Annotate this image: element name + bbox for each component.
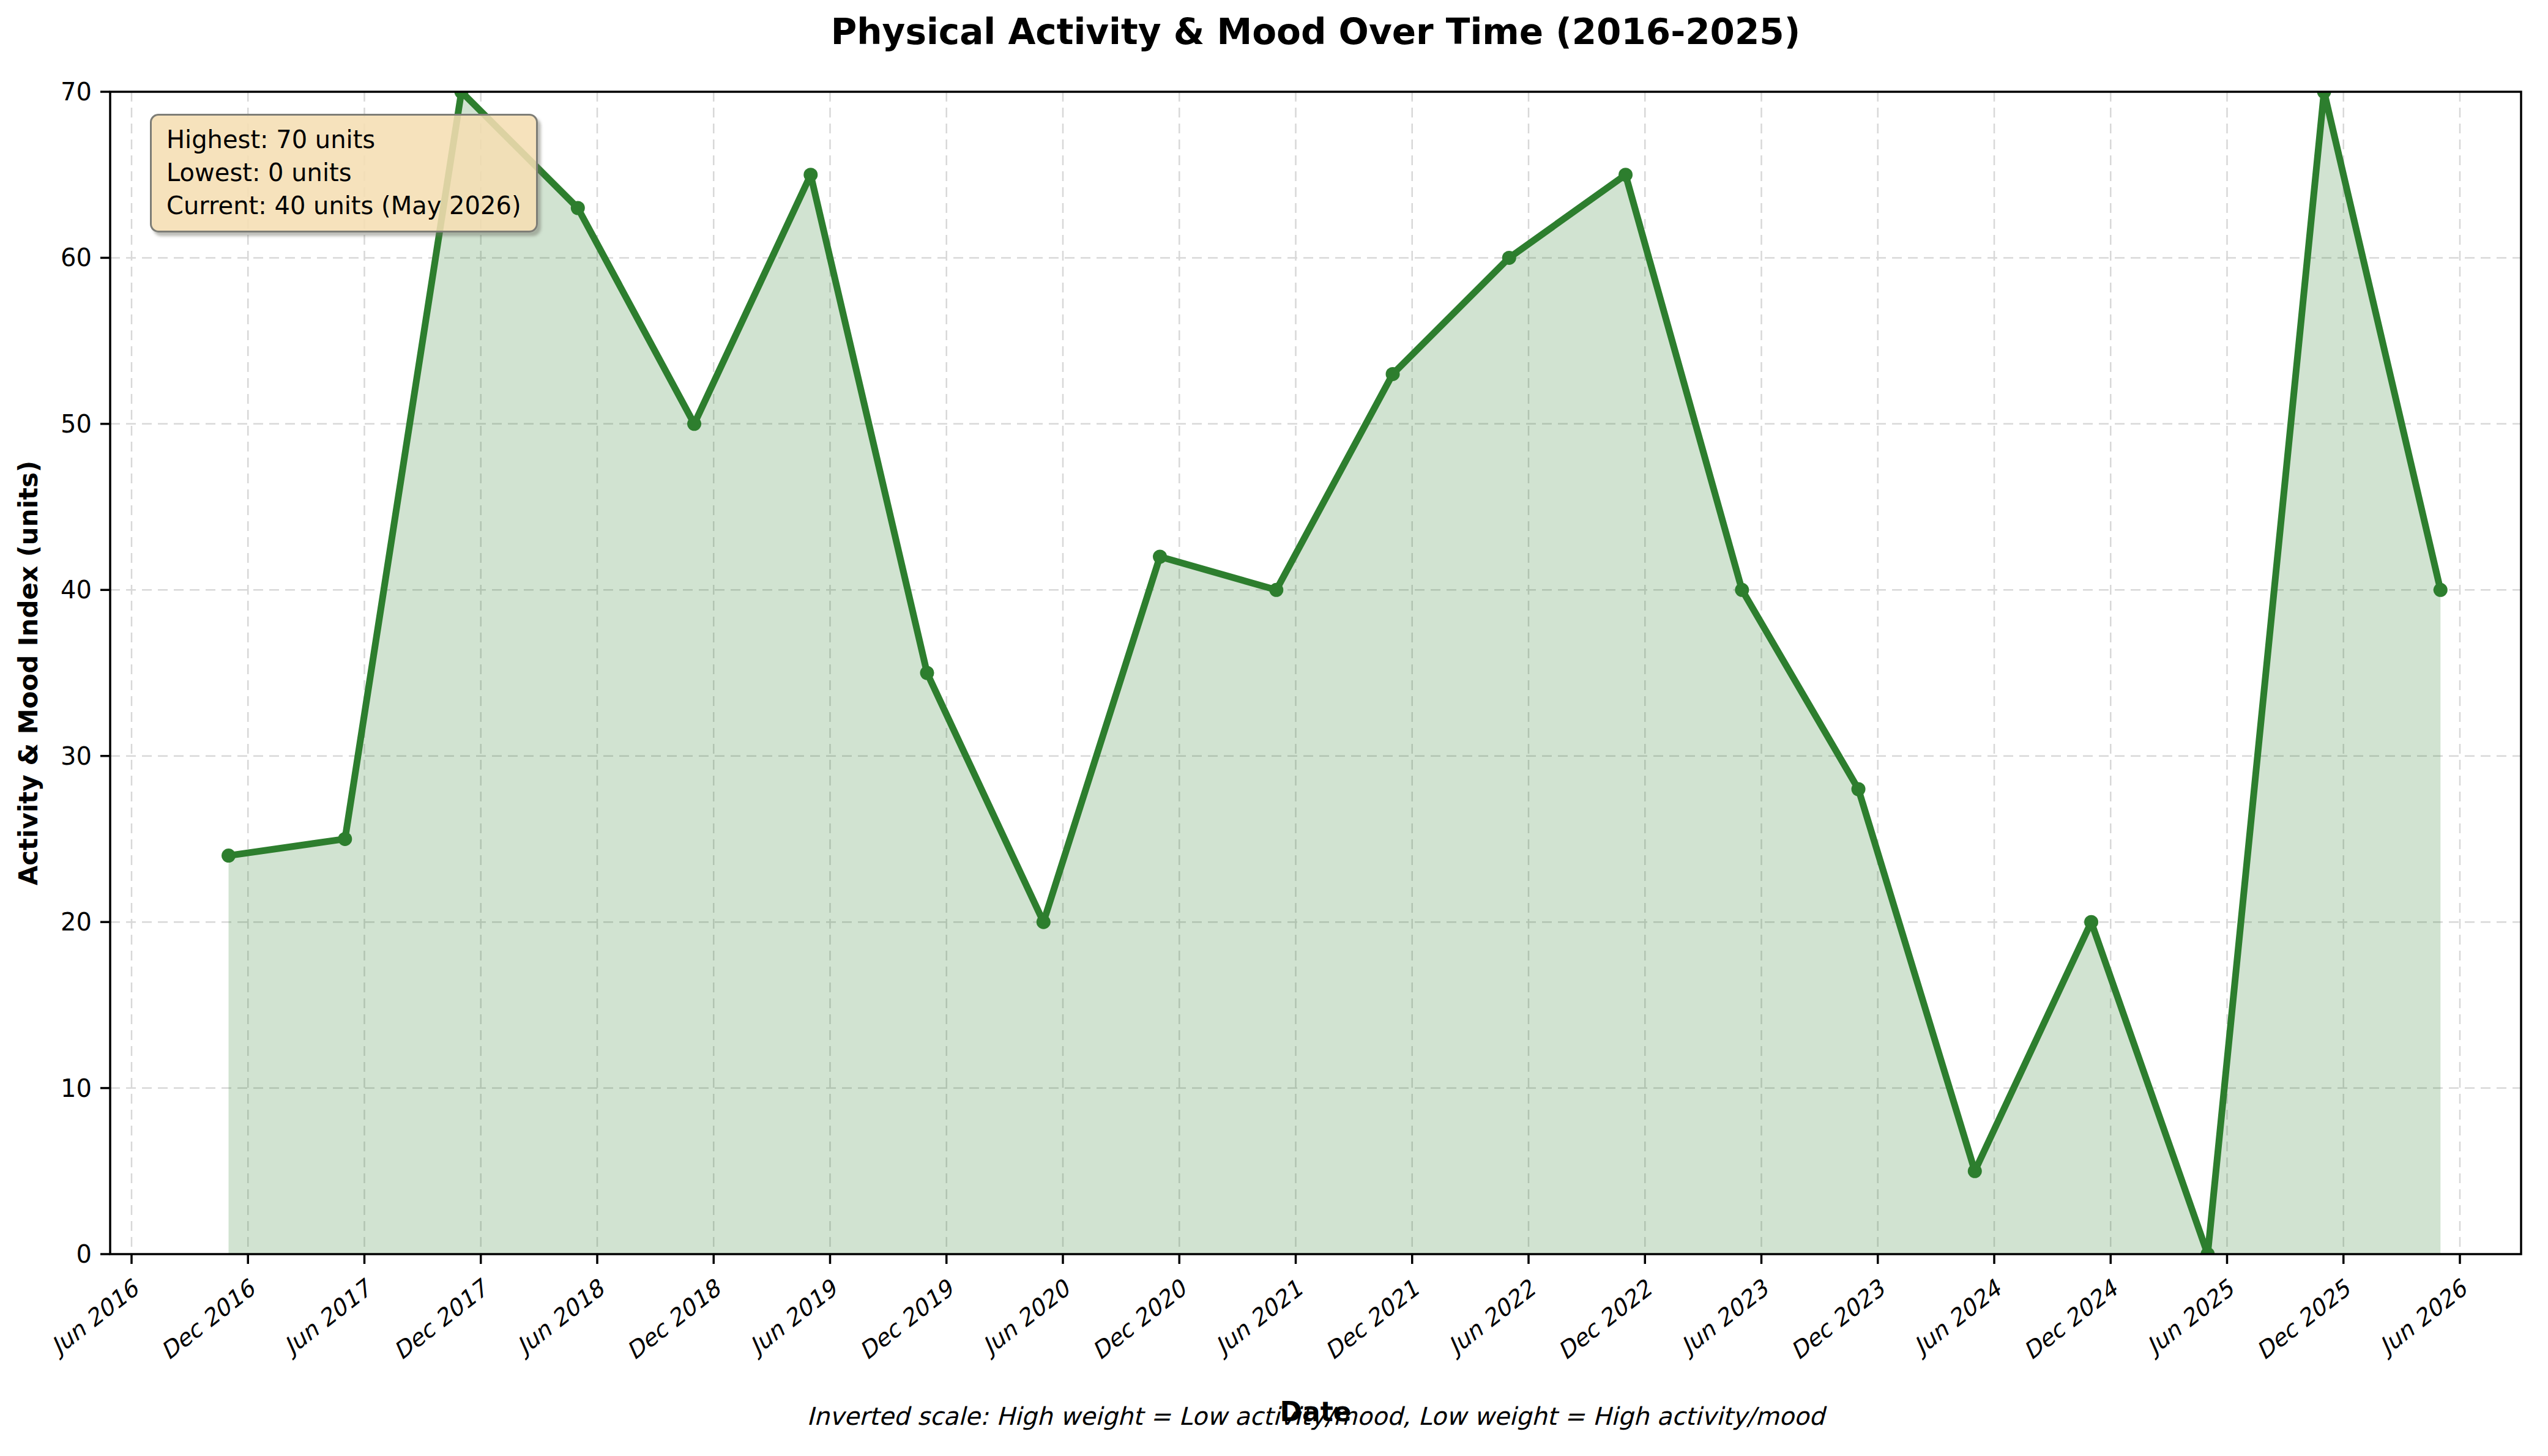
data-point [1386, 367, 1400, 381]
x-tick-label: Dec 2017 [389, 1274, 495, 1365]
data-point [1852, 782, 1866, 797]
x-tick-label: Dec 2019 [854, 1274, 960, 1365]
stats-annotation-box: Highest: 70 units Lowest: 0 units Curren… [150, 114, 538, 232]
y-tick-label: 20 [61, 908, 92, 936]
y-tick-label: 50 [61, 410, 92, 438]
data-point [920, 666, 934, 680]
y-tick-label: 60 [61, 243, 92, 272]
data-point [1037, 915, 1051, 929]
data-point [2084, 915, 2098, 929]
data-point [687, 417, 701, 431]
x-tick-label: Dec 2025 [2251, 1274, 2356, 1365]
data-point [1153, 550, 1167, 564]
x-tick-label: Jun 2016 [44, 1274, 145, 1361]
x-tick-label: Jun 2018 [510, 1274, 611, 1361]
x-tick-label: Jun 2025 [2139, 1274, 2240, 1361]
x-tick-label: Dec 2020 [1087, 1274, 1193, 1365]
y-tick-label: 30 [61, 742, 92, 770]
y-tick-label: 10 [61, 1074, 92, 1102]
x-tick-label: Jun 2024 [1907, 1274, 2007, 1361]
data-point [803, 168, 818, 182]
data-point [1619, 168, 1633, 182]
y-tick-label: 70 [61, 78, 92, 106]
data-point [222, 849, 236, 863]
x-tick-label: Dec 2024 [2018, 1274, 2123, 1365]
x-tick-label: Dec 2021 [1320, 1275, 1425, 1365]
x-tick-label: Jun 2022 [1441, 1274, 1542, 1361]
annotation-highest: Highest: 70 units [166, 123, 521, 156]
data-point [571, 201, 585, 215]
data-point [1269, 583, 1283, 597]
data-point [338, 832, 352, 846]
x-tick-label: Jun 2021 [1208, 1275, 1308, 1361]
data-point [1502, 251, 1516, 265]
x-tick-label: Jun 2017 [277, 1274, 378, 1361]
x-axis-label: Date [1280, 1396, 1351, 1427]
y-tick-label: 40 [61, 576, 92, 604]
annotation-lowest: Lowest: 0 units [166, 156, 521, 189]
data-point [2434, 583, 2448, 597]
figure-canvas: Jun 2016Dec 2016Jun 2017Dec 2017Jun 2018… [0, 0, 2548, 1456]
x-tick-label: Jun 2020 [975, 1274, 1076, 1361]
data-series [222, 85, 2448, 1261]
data-point [1735, 583, 1749, 597]
x-tick-label: Jun 2026 [2372, 1274, 2473, 1361]
y-tick-label: 0 [76, 1240, 92, 1268]
data-point [1968, 1164, 1982, 1178]
x-tick-label: Dec 2023 [1786, 1274, 1891, 1365]
x-tick-label: Dec 2016 [155, 1274, 261, 1365]
annotation-current: Current: 40 units (May 2026) [166, 189, 521, 222]
area-fill [229, 92, 2441, 1254]
x-tick-label: Dec 2018 [621, 1274, 728, 1365]
chart-title: Physical Activity & Mood Over Time (2016… [831, 11, 1800, 53]
x-tick-label: Dec 2022 [1552, 1274, 1658, 1365]
y-axis-label: Activity & Mood Index (units) [13, 461, 43, 886]
x-tick-label: Jun 2019 [742, 1274, 843, 1361]
x-tick-label: Jun 2023 [1674, 1274, 1775, 1361]
